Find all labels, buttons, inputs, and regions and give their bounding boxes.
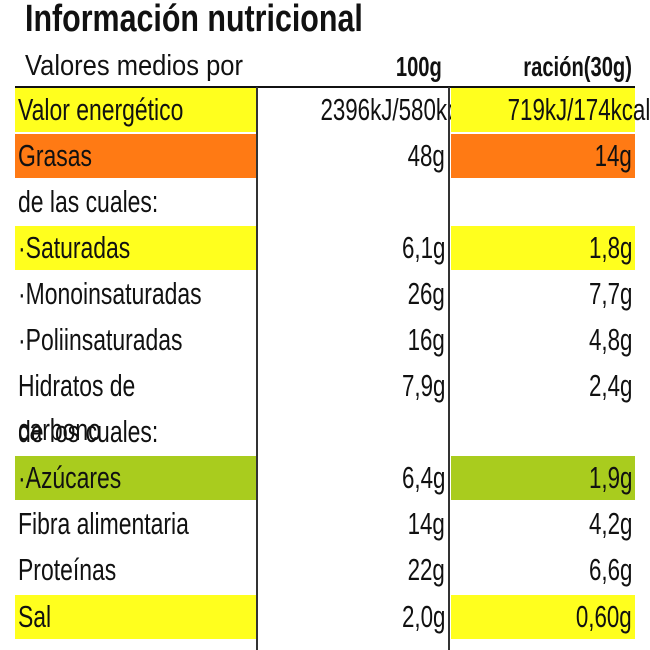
table-cell [259,180,448,224]
row-label: Fibra alimentaria [18,506,189,541]
table-cell: 2,4g [451,364,635,408]
table-cell: 2396kJ/580kcal [259,88,475,132]
table-cell: 1,8g [451,226,635,270]
row-value: 16g [407,322,446,357]
table-cell: ·Azúcares [15,456,256,500]
table-cell: 16g [259,318,448,362]
table-row: ·Poliinsaturadas 16g 4,8g [0,318,650,364]
row-value: 2,4g [588,368,633,403]
table-cell: 0,60g [451,595,635,639]
subtitle: Valores medios por [25,50,243,82]
row-value: 4,8g [588,322,633,357]
row-value: 7,7g [588,276,633,311]
table-cell: Valor energético [15,88,256,132]
table-cell: 4,8g [451,318,635,362]
table-row: ·Azúcares 6,4g 1,9g [0,456,650,502]
table-cell: ·Monoinsaturadas [15,272,256,316]
table-cell: de los cuales: [15,410,256,454]
table-cell: ·Poliinsaturadas [15,318,256,362]
row-label: Grasas [18,138,92,173]
row-value: 6,1g [401,230,446,265]
table-row: de las cuales: [0,180,650,226]
table-row: ·Monoinsaturadas 26g 7,7g [0,272,650,318]
row-value: 48g [407,138,446,173]
row-label: Sal [18,599,52,634]
row-value: 22g [407,552,446,587]
row-label: ·Azúcares [18,460,122,495]
table-cell: Proteínas [15,548,256,592]
row-value: 14g [407,506,446,541]
table-cell: 1,9g [451,456,635,500]
title: Información nutricional [25,0,363,40]
table-cell [259,410,448,454]
table-cell: Grasas [15,134,256,178]
row-value: 1,9g [588,460,633,495]
table-row: Sal 2,0g 0,60g [0,595,650,641]
table-row: Fibra alimentaria 14g 4,2g [0,502,650,548]
table-row: Proteínas 22g 6,6g [0,548,650,594]
table-row: Valor energético 2396kJ/580kcal 719kJ/174k… [0,88,650,134]
table-cell: 6,4g [259,456,448,500]
table-cell [451,410,635,454]
row-label: de las cuales: [18,184,159,219]
row-label: de los cuales: [18,414,159,449]
table-cell: 719kJ/174kcal [451,88,650,132]
row-label: ·Saturadas [18,230,131,265]
table-cell [451,180,635,224]
row-value: 14g [594,138,633,173]
table-cell: 6,1g [259,226,448,270]
row-value: 4,2g [588,506,633,541]
table-row: Hidratos de carbono 7,9g 2,4g [0,364,650,447]
table-cell: 22g [259,548,448,592]
table-cell: 48g [259,134,448,178]
table-cell: 14g [259,502,448,546]
row-value: 7,9g [401,368,446,403]
row-label: ·Monoinsaturadas [18,276,202,311]
table-cell: ·Saturadas [15,226,256,270]
table-cell: 14g [451,134,635,178]
table-cell: Fibra alimentaria [15,502,256,546]
row-label: Proteínas [18,552,117,587]
row-value: 0,60g [576,599,633,634]
table-cell: Hidratos de carbono [15,364,256,447]
row-label: Valor energético [18,92,184,127]
row-value: 719kJ/174kcal [507,92,650,127]
row-value: 26g [407,276,446,311]
table-row: Grasas 48g 14g [0,134,650,180]
row-label: ·Poliinsaturadas [18,322,183,357]
row-value: 2,0g [401,599,446,634]
table-cell: 4,2g [451,502,635,546]
table-cell: 7,7g [451,272,635,316]
table-cell: 26g [259,272,448,316]
table-cell: Sal [15,595,256,639]
table-row: ·Saturadas 6,1g 1,8g [0,226,650,272]
row-value: 1,8g [588,230,633,265]
rule [15,86,635,88]
table-cell: 6,6g [451,548,635,592]
column-divider [256,87,258,650]
table-cell: de las cuales: [15,180,256,224]
row-label: Hidratos de carbono [18,368,136,447]
table-row: de los cuales: [0,410,650,456]
column-header: 100g [396,51,442,82]
column-divider [448,87,450,650]
table-cell: 7,9g [259,364,448,408]
table-cell: 2,0g [259,595,448,639]
row-value: 6,4g [401,460,446,495]
row-value: 6,6g [588,552,633,587]
column-header: ración(30g) [523,51,632,82]
